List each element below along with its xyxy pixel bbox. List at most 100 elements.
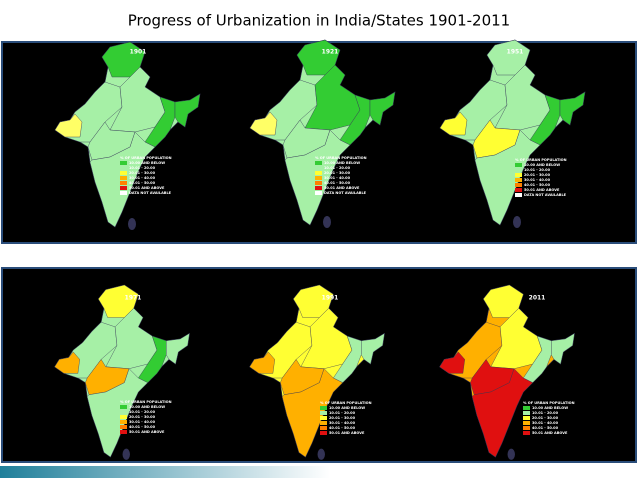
legend-label: 40.01 - 50.00 [532,426,559,430]
legend-swatch [320,411,327,415]
legend-swatch [120,420,127,424]
legend-label: 30.01 - 40.00 [532,421,559,425]
state-region [369,91,396,126]
legend-label: 20.01 - 30.00 [329,416,356,420]
legend-label: 10.00 AND BELOW [129,405,165,409]
legend-label: DATA NOT AVAILABLE [129,191,172,195]
legend-swatch [120,176,127,180]
map [249,39,396,228]
legend-label: 10.00 AND BELOW [324,161,360,165]
legend-swatch [315,161,322,165]
legend-label: 20.01 - 30.00 [129,415,156,419]
legend-swatch [120,161,127,165]
legend-label: 10.01 - 20.00 [324,166,351,170]
legend-title: % OF URBAN POPULATION [515,158,567,162]
state-region [54,351,80,374]
sri-lanka [507,448,515,460]
state-region [439,351,465,374]
legend-swatch [120,415,127,419]
legend-title: % OF URBAN POPULATION [120,156,172,160]
legend-label: 50.01 AND ABOVE [129,186,165,190]
legend-label: 30.01 - 40.00 [129,176,156,180]
legend-label: 40.01 - 50.00 [324,181,351,185]
legend-title: % OF URBAN POPULATION [315,156,367,160]
map-year: 1951 [507,49,524,56]
legend-swatch [120,191,127,195]
legend-label: 30.01 - 40.00 [324,176,351,180]
legend-label: 40.01 - 50.00 [524,183,551,187]
state-region [249,351,275,374]
legend-swatch [515,178,522,182]
legend-swatch [515,163,522,167]
state-region [361,332,385,365]
map [439,39,586,228]
legend-title: % OF URBAN POPULATION [320,401,372,405]
legend-label: DATA NOT AVAILABLE [524,193,567,197]
legend-label: 30.01 - 40.00 [524,178,551,182]
legend-swatch [515,173,522,177]
footer-strip [0,466,330,478]
legend-label: 40.01 - 50.00 [129,181,156,185]
legend-swatch [515,193,522,197]
map-year: 1921 [322,49,339,56]
legend-label: 10.01 - 20.00 [329,411,356,415]
legend-label: 20.01 - 30.00 [129,171,156,175]
map-year: 2011 [529,295,546,302]
legend-label: 50.01 AND ABOVE [329,431,365,435]
legend-swatch [120,166,127,170]
state-region [551,332,575,365]
legend-label: 10.00 AND BELOW [524,163,560,167]
sri-lanka [323,216,331,228]
slide-title: Progress of Urbanization in India/States… [128,12,510,30]
legend-swatch [320,406,327,410]
legend-swatch [320,421,327,425]
sri-lanka [128,218,136,230]
legend-swatch [523,406,530,410]
legend-label: 10.01 - 20.00 [524,168,551,172]
state-region [174,93,201,128]
legend-swatch [523,426,530,430]
legend-label: 10.01 - 20.00 [532,411,559,415]
legend-label: 50.01 AND ABOVE [532,431,568,435]
sri-lanka [317,448,325,460]
legend-label: 10.00 AND BELOW [532,406,568,410]
map [54,284,190,460]
state-region [281,368,343,458]
legend-label: 30.01 - 40.00 [129,420,156,424]
legend-label: DATA NOT AVAILABLE [324,191,367,195]
legend-title: % OF URBAN POPULATION [120,400,172,404]
state-region [471,368,533,458]
legend-swatch [315,186,322,190]
legend-swatch [320,431,327,435]
legend-label: 40.01 - 50.00 [129,425,156,429]
legend-label: 10.01 - 20.00 [129,166,156,170]
legend-swatch [120,186,127,190]
legend-label: 10.00 AND BELOW [329,406,365,410]
state-region [86,368,148,458]
legend-swatch [515,168,522,172]
state-region [559,91,586,126]
legend-label: 30.01 - 40.00 [329,421,356,425]
legend-label: 50.01 AND ABOVE [524,188,560,192]
legend-label: 40.01 - 50.00 [329,426,356,430]
legend-label: 50.01 AND ABOVE [324,186,360,190]
map-year: 1991 [322,295,339,302]
legend-label: 50.01 AND ABOVE [129,430,165,434]
legend-swatch [320,416,327,420]
map-year: 1901 [130,49,147,56]
legend-swatch [515,188,522,192]
legend-swatch [315,176,322,180]
map-year: 1971 [125,295,142,302]
legend-swatch [120,181,127,185]
legend-swatch [120,405,127,409]
legend-title: % OF URBAN POPULATION [523,401,575,405]
legend-swatch [315,181,322,185]
legend-swatch [120,171,127,175]
legend-swatch [515,183,522,187]
state-region [54,113,83,138]
legend-label: 10.01 - 20.00 [129,410,156,414]
legend-swatch [120,430,127,434]
legend-swatch [523,421,530,425]
